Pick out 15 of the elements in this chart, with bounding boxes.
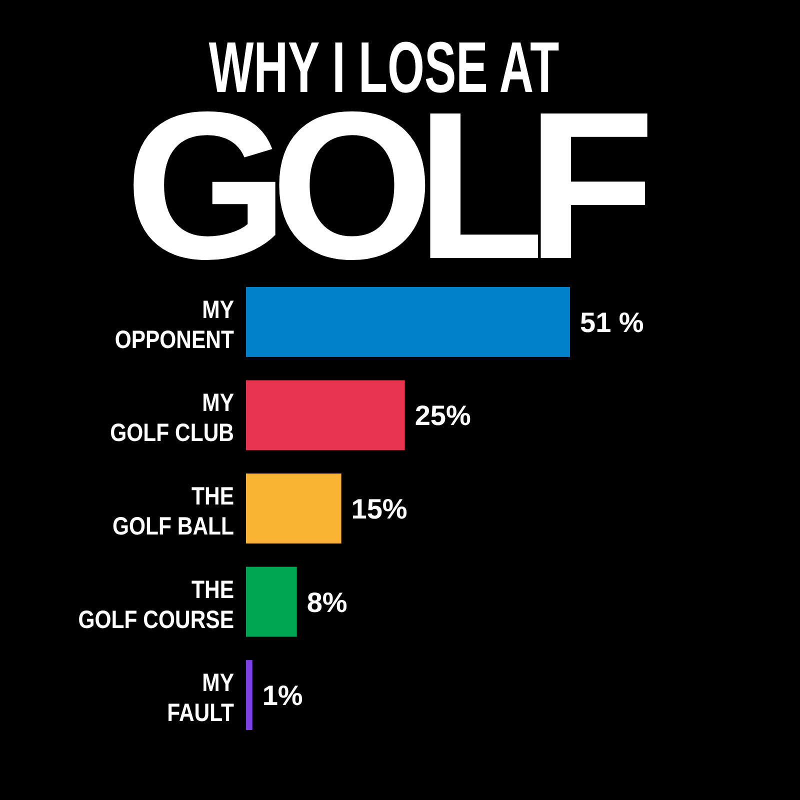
- bar: [246, 287, 570, 357]
- data-label: 25%: [414, 400, 471, 432]
- data-label: 51 %: [580, 306, 644, 338]
- y-tick-label: MY FAULT: [167, 668, 234, 726]
- bar: [246, 566, 297, 637]
- data-label: 1%: [262, 680, 303, 712]
- bar: [246, 474, 342, 544]
- y-tick-label: MY GOLF CLUB: [110, 388, 234, 447]
- y-tick-label: MY OPPONENT: [114, 295, 234, 354]
- y-tick-label: THE GOLF BALL: [112, 482, 234, 540]
- data-label: 15%: [351, 494, 408, 524]
- y-tick-label: THE GOLF COURSE: [78, 575, 234, 634]
- bar: [246, 380, 405, 450]
- bar: [246, 660, 252, 730]
- data-label: 8%: [306, 586, 348, 618]
